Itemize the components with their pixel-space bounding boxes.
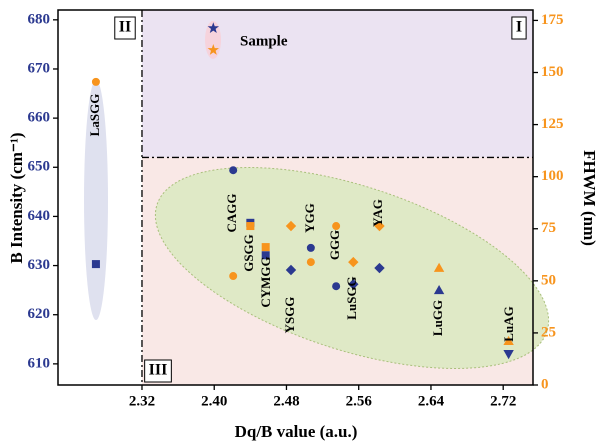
data-point bbox=[332, 282, 341, 291]
data-point bbox=[246, 222, 255, 231]
point-label: YAG bbox=[370, 199, 385, 227]
x-tick-label: 2.32 bbox=[129, 393, 155, 409]
y2-axis-title: FHWM (nm) bbox=[580, 150, 599, 246]
region-label: III bbox=[144, 359, 172, 383]
region-label-box bbox=[114, 16, 136, 40]
plot-frame bbox=[57, 9, 534, 386]
region-label: II bbox=[114, 16, 136, 40]
data-point bbox=[503, 335, 514, 346]
region-label-text: III bbox=[149, 362, 168, 379]
x-tick-label: 2.72 bbox=[490, 393, 516, 409]
data-point bbox=[229, 272, 238, 281]
point-label: GGG bbox=[327, 230, 342, 260]
y-tick-label: 650 bbox=[28, 159, 51, 175]
data-point bbox=[348, 256, 359, 268]
point-label: Sample bbox=[240, 33, 288, 49]
data-point bbox=[433, 262, 445, 272]
point-label: LuAG bbox=[501, 306, 516, 341]
data-point bbox=[229, 166, 238, 175]
region-label-box bbox=[511, 16, 527, 40]
y-tick-label: 620 bbox=[28, 306, 51, 322]
point-label: YSGG bbox=[282, 297, 297, 334]
x-axis-title: Dq/B value (a.u.) bbox=[235, 422, 358, 441]
data-point bbox=[91, 260, 100, 269]
y2-tick-label: 100 bbox=[541, 168, 564, 184]
region-label-box bbox=[144, 359, 172, 383]
data-point bbox=[374, 262, 385, 274]
data-point bbox=[207, 44, 219, 55]
data-point bbox=[261, 251, 270, 260]
data-point bbox=[433, 284, 445, 295]
point-label: CAGG bbox=[224, 194, 239, 233]
data-point bbox=[503, 350, 514, 360]
region-background bbox=[141, 10, 533, 158]
y-axis-title: B Intensity (cm⁻¹) bbox=[7, 132, 26, 263]
data-point bbox=[306, 258, 315, 267]
point-label: YGG bbox=[302, 203, 317, 233]
y2-tick-label: 125 bbox=[541, 116, 564, 132]
y-tick-label: 670 bbox=[28, 60, 51, 76]
data-point bbox=[306, 243, 315, 252]
x-tick-label: 2.56 bbox=[346, 393, 373, 409]
data-point bbox=[332, 222, 341, 231]
y-tick-label: 630 bbox=[28, 257, 51, 273]
y-tick-label: 640 bbox=[28, 208, 51, 224]
data-point bbox=[285, 264, 297, 276]
x-tick-label: 2.40 bbox=[201, 393, 227, 409]
x-tick-label: 2.64 bbox=[418, 393, 445, 409]
y-tick-label: 680 bbox=[28, 11, 51, 27]
y2-tick-label: 75 bbox=[541, 220, 556, 236]
y2-tick-label: 150 bbox=[541, 64, 564, 80]
data-point bbox=[91, 77, 100, 86]
point-label: LaSGG bbox=[87, 94, 102, 137]
cluster-ellipse bbox=[84, 80, 108, 320]
y2-tick-label: 25 bbox=[541, 324, 556, 340]
region-label-text: I bbox=[516, 19, 522, 36]
point-label: GSGG bbox=[241, 234, 256, 272]
data-point bbox=[207, 22, 219, 33]
y-tick-label: 610 bbox=[28, 355, 51, 371]
y2-tick-label: 175 bbox=[541, 12, 564, 28]
region-label: I bbox=[511, 16, 527, 40]
point-label: LuGG bbox=[430, 300, 445, 336]
data-point bbox=[285, 220, 297, 232]
region-label-text: II bbox=[119, 19, 131, 36]
data-point bbox=[348, 279, 359, 290]
y2-tick-label: 50 bbox=[541, 272, 556, 288]
cluster-ellipse bbox=[154, 167, 550, 369]
point-label: CYMGG bbox=[258, 256, 273, 307]
data-point bbox=[374, 220, 385, 232]
y-tick-label: 660 bbox=[28, 110, 51, 126]
x-tick-label: 2.48 bbox=[273, 393, 299, 409]
y2-tick-label: 0 bbox=[541, 376, 549, 392]
point-label: LuSGG bbox=[344, 276, 359, 319]
data-point bbox=[261, 243, 270, 252]
